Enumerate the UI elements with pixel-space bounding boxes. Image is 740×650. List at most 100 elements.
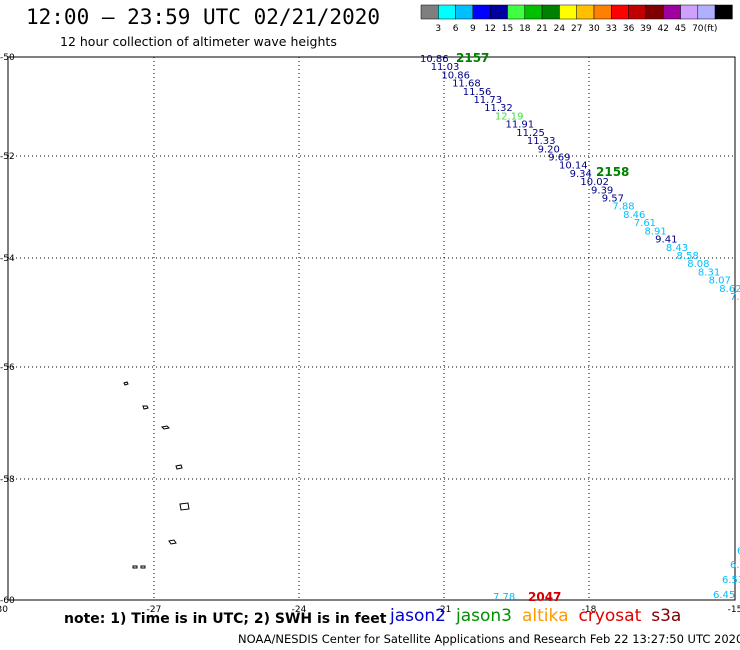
colorbar-swatch xyxy=(420,4,439,20)
colorbar-swatch xyxy=(697,4,716,20)
altimeter-track-north: 10.8611.0310.8611.6811.5611.7311.3212.19… xyxy=(420,51,740,303)
colorbar-swatch xyxy=(524,4,543,20)
longitude-label: -21 xyxy=(437,605,452,615)
colorbar-swatch xyxy=(489,4,508,20)
colorbar-label: 30 xyxy=(588,24,600,34)
swh-value-label: 8.08 xyxy=(687,259,709,270)
colorbar-swatch xyxy=(559,4,577,20)
colorbar-label: 24 xyxy=(554,24,566,34)
colorbar-swatch xyxy=(662,4,681,20)
altimeter-track-south: 7.78 6 6. 6.53 6.45 2047 xyxy=(493,546,740,604)
colorbar-swatch xyxy=(680,4,699,20)
latitude-label: -56 xyxy=(0,363,15,373)
swh-value-label: 10.02 xyxy=(580,177,609,188)
longitude-label: -30 xyxy=(0,605,8,615)
satellite-cryosat: cryosat xyxy=(578,606,642,626)
colorbar-swatch xyxy=(507,4,526,20)
island xyxy=(132,565,138,569)
latitude-label: -52 xyxy=(0,152,15,162)
colorbar-label: 18 xyxy=(519,24,531,34)
colorbar-label: 6 xyxy=(453,24,459,34)
island xyxy=(140,565,146,569)
colorbar-label: 9 xyxy=(470,24,476,34)
swh-value-label: 7.88 xyxy=(612,202,634,213)
swh-value-label: 6 xyxy=(737,546,740,557)
longitude-label: -15 xyxy=(728,605,740,615)
track-time-label: 2047 xyxy=(528,590,561,604)
swh-value-label: 12.19 xyxy=(495,111,524,122)
island xyxy=(160,425,171,430)
colorbar-label: 12 xyxy=(484,24,495,34)
swh-value-label: 8.31 xyxy=(698,267,720,278)
swh-value-label: 8.07 xyxy=(709,276,731,287)
swh-value-label: 11.25 xyxy=(516,128,545,139)
latitude-label: -60 xyxy=(0,596,15,606)
colorbar-swatch xyxy=(438,4,456,20)
track-time-label: 2157 xyxy=(456,51,489,65)
latitude-label: -58 xyxy=(0,475,15,485)
island xyxy=(179,502,190,511)
swh-value-label: 8.62 xyxy=(719,284,740,295)
islands xyxy=(123,381,190,569)
swh-value-label: 7.78 xyxy=(493,592,515,603)
swh-value-label: 11.56 xyxy=(463,87,492,98)
swh-value-label: 9.41 xyxy=(655,235,677,246)
map-frame xyxy=(7,56,736,601)
colorbar-swatch xyxy=(593,4,612,20)
colorbar-label: 21 xyxy=(536,24,547,34)
colorbar-swatch xyxy=(576,4,595,20)
swh-value-label: 9.34 xyxy=(570,169,592,180)
credit-line: NOAA/NESDIS Center for Satellite Applica… xyxy=(238,632,740,646)
latitude-label: -54 xyxy=(0,254,15,264)
map-title: 12:00 – 23:59 UTC 02/21/2020 xyxy=(26,5,381,29)
swh-value-label: 10.14 xyxy=(559,161,588,172)
island xyxy=(175,464,183,470)
colorbar-label: 33 xyxy=(606,24,617,34)
swh-value-label: 6. xyxy=(730,560,740,571)
swh-value-label: 10.86 xyxy=(420,54,449,65)
swh-value-label: 9.57 xyxy=(602,194,624,205)
longitude-label: -18 xyxy=(582,605,597,615)
swh-value-label: 9.69 xyxy=(548,152,570,163)
colorbar-swatch xyxy=(645,4,664,20)
swh-value-label: 11.03 xyxy=(431,62,460,73)
swh-value-label: 8.91 xyxy=(644,226,666,237)
colorbar-unit: (ft) xyxy=(704,24,718,34)
colorbar-swatch xyxy=(628,4,647,20)
colorbar-label: 45 xyxy=(675,24,686,34)
satellite-altika: altika xyxy=(522,606,569,626)
colorbar: 3 6 9 12 15 18 21 24 27 30 33 36 39 42 45 70 (ft) xyxy=(420,4,733,34)
swh-value-label: 7. xyxy=(730,292,740,303)
satellite-jason2: jason2 xyxy=(390,606,446,626)
satellite-jason3: jason3 xyxy=(456,606,512,626)
swh-value-label: 11.73 xyxy=(473,95,502,106)
swh-value-label: 8.46 xyxy=(623,210,645,221)
island xyxy=(123,381,129,386)
island xyxy=(142,405,149,410)
longitude-label: -24 xyxy=(292,605,307,615)
latitude-label: -50 xyxy=(0,53,15,63)
map-subtitle: 12 hour collection of altimeter wave hei… xyxy=(60,34,337,49)
swh-value-label: 6.53 xyxy=(722,575,740,586)
colorbar-swatch xyxy=(541,4,560,20)
swh-value-label: 11.68 xyxy=(452,79,481,90)
axis-labels: -50 -52 -54 -56 -58 -60-30 -27 -24 -21 -18 -15 xyxy=(0,53,740,615)
colorbar-swatch xyxy=(714,4,733,20)
swh-value-label: 11.33 xyxy=(527,136,556,147)
colorbar-swatch xyxy=(455,4,474,20)
track-time-label: 2158 xyxy=(596,165,629,179)
swh-value-label: 11.32 xyxy=(484,103,513,114)
longitude-label: -27 xyxy=(147,605,162,615)
map-grid xyxy=(7,56,736,601)
swh-value-label: 7.61 xyxy=(634,218,656,229)
colorbar-label: 42 xyxy=(657,24,668,34)
colorbar-label: 70 xyxy=(692,24,704,34)
colorbar-label: 15 xyxy=(502,24,513,34)
colorbar-swatch xyxy=(611,4,629,20)
colorbar-label: 3 xyxy=(435,24,441,34)
satellite-legend: jason2 jason3 altika cryosat s3a xyxy=(390,606,691,626)
swh-value-label: 6.45 xyxy=(713,590,735,601)
swh-value-label: 8.43 xyxy=(666,243,688,254)
colorbar-label: 36 xyxy=(623,24,635,34)
